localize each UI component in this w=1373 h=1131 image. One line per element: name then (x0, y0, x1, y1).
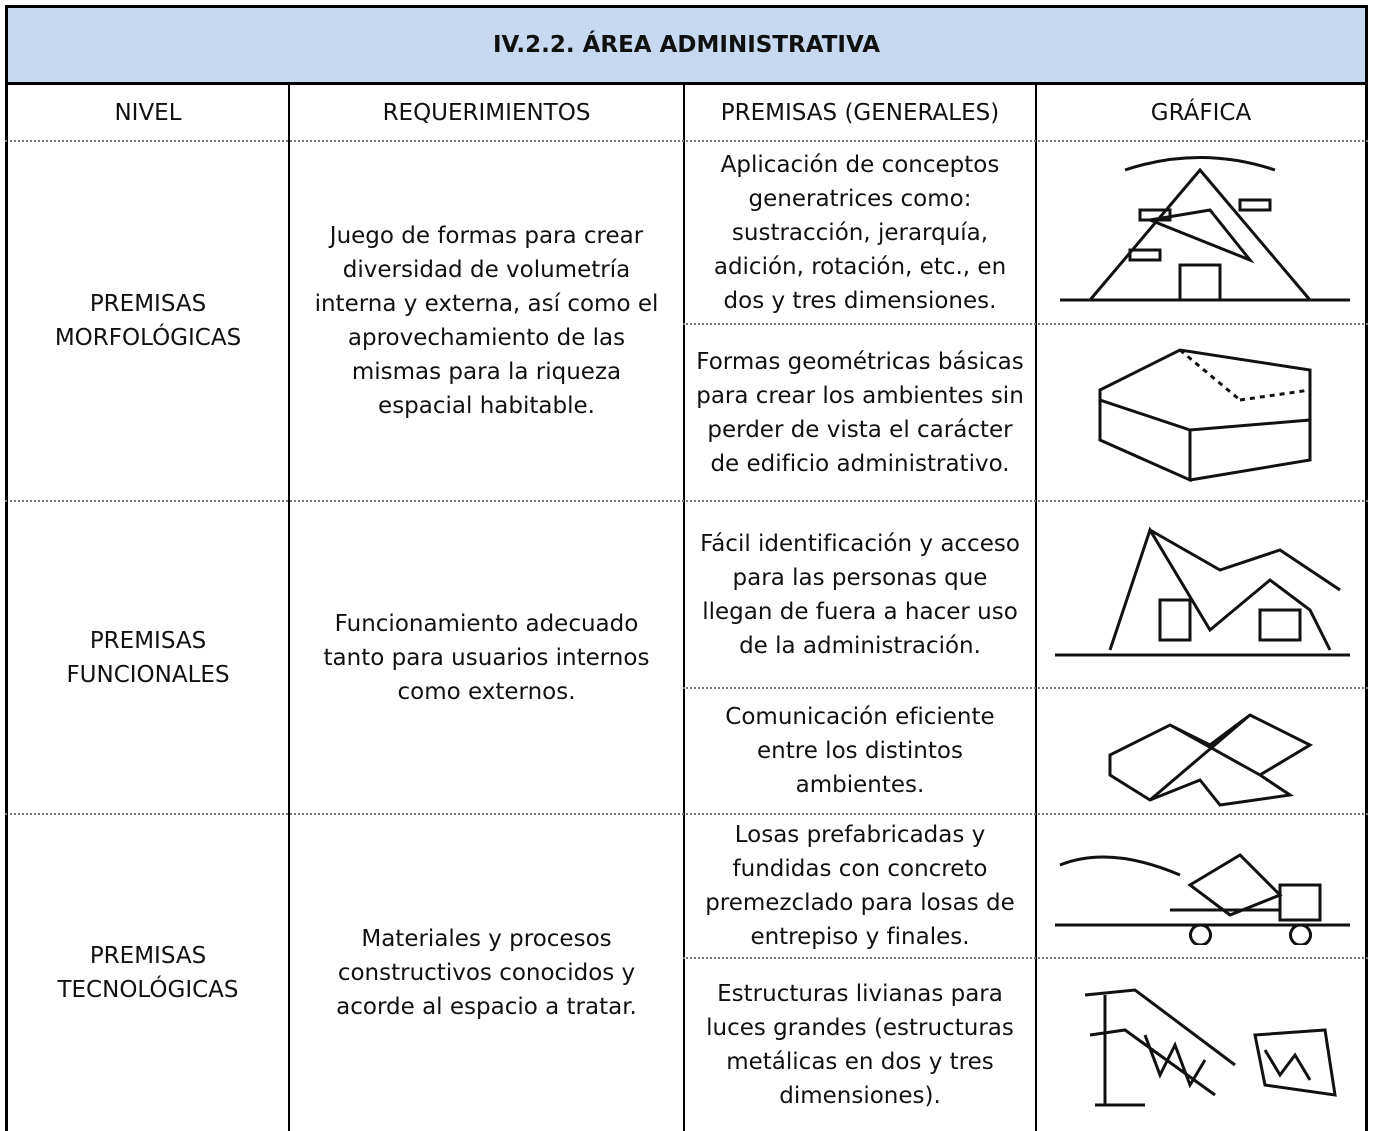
sketch (1098, 348, 1312, 483)
table-title: IV.2.2. ÁREA ADMINISTRATIVA (5, 5, 1368, 85)
sketch (1055, 853, 1350, 945)
row-line (683, 957, 1368, 959)
border (5, 83, 8, 1131)
row-line (5, 500, 1368, 502)
requerimiento-cell: Juego de formas para crear diversidad de… (314, 223, 659, 419)
header-cell: REQUERIMIENTOS (382, 99, 591, 126)
column-line (683, 83, 685, 1131)
premisa-cell: Estructuras livianas para luces grandes … (706, 981, 1014, 1109)
column-line (288, 83, 290, 1131)
row-line (683, 687, 1368, 689)
header-cell: NIVEL (114, 99, 182, 126)
row-line (5, 813, 1368, 815)
nivel-cell: PREMISAS MORFOLÓGICAS (54, 291, 242, 351)
premisa-cell: Formas geométricas básicas para crear lo… (696, 348, 1024, 477)
sketch (1060, 156, 1350, 302)
nivel-cell: PREMISAS TECNOLÓGICAS (57, 943, 239, 1003)
header-cell: PREMISAS (GENERALES) (720, 99, 1000, 126)
sketch (1108, 713, 1314, 807)
requerimiento-cell: Materiales y procesos constructivos cono… (336, 926, 637, 1020)
border (1365, 83, 1368, 1131)
header-cell: GRÁFICA (1150, 99, 1252, 126)
premisa-cell: Losas prefabricadas y fundidas con concr… (705, 822, 1015, 950)
premisa-cell: Fácil identificación y acceso para las p… (700, 530, 1020, 659)
sketch (1084, 988, 1337, 1107)
nivel-cell: PREMISAS FUNCIONALES (66, 627, 230, 688)
column-line (1035, 83, 1037, 1131)
premisa-cell: Aplicación de conceptos generatrices com… (713, 151, 1007, 314)
row-line (683, 323, 1368, 325)
row-line (5, 140, 1368, 142)
sketch (1055, 526, 1350, 657)
premisa-cell: Comunicación eficiente entre los distint… (725, 704, 995, 798)
requerimiento-cell: Funcionamiento adecuado tanto para usuar… (323, 610, 650, 705)
